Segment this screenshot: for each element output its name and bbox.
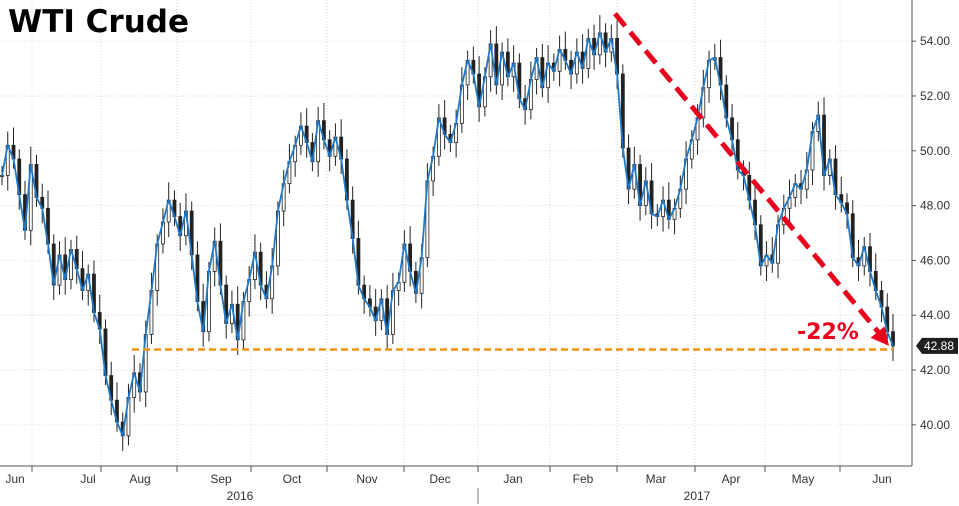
candle-body (0, 175, 4, 177)
last-value-label: 42.88 (924, 339, 954, 353)
year-label: 2017 (684, 489, 711, 503)
x-tick-label: Sep (210, 472, 232, 486)
overlays: -22% 42.88 (132, 12, 958, 354)
year-label: 2016 (227, 489, 254, 503)
series-layer (1, 32, 894, 437)
y-tick-label: 42.00 (920, 363, 950, 377)
x-tick-label: Feb (573, 472, 594, 486)
x-tick-label: Jun (5, 472, 24, 486)
y-tick-label: 52.00 (920, 89, 950, 103)
y-tick-label: 54.00 (920, 34, 950, 48)
x-tick-label: Aug (129, 472, 150, 486)
y-tick-label: 40.00 (920, 418, 950, 432)
x-tick-label: Apr (722, 472, 741, 486)
change-label: -22% (797, 320, 859, 345)
x-tick-label: Nov (356, 472, 377, 486)
y-tick-label: 44.00 (920, 308, 950, 322)
trend-line (613, 12, 881, 335)
candle-body (891, 331, 895, 347)
x-tick-label: Jul (80, 472, 95, 486)
y-tick-label: 50.00 (920, 144, 950, 158)
trend-arrowhead (870, 326, 889, 346)
x-tick-label: May (792, 472, 815, 486)
grid-lines (0, 0, 912, 466)
chart-title: WTI Crude (8, 4, 189, 40)
y-tick-label: 48.00 (920, 199, 950, 213)
price-line (1, 32, 894, 437)
x-tick-label: Dec (429, 472, 450, 486)
x-tick-label: Jun (872, 472, 891, 486)
x-tick-label: Oct (283, 472, 302, 486)
y-tick-label: 46.00 (920, 253, 950, 267)
last-value-box (916, 337, 958, 354)
x-tick-label: Mar (646, 472, 667, 486)
x-tick-label: Jan (503, 472, 522, 486)
candles (0, 15, 895, 451)
